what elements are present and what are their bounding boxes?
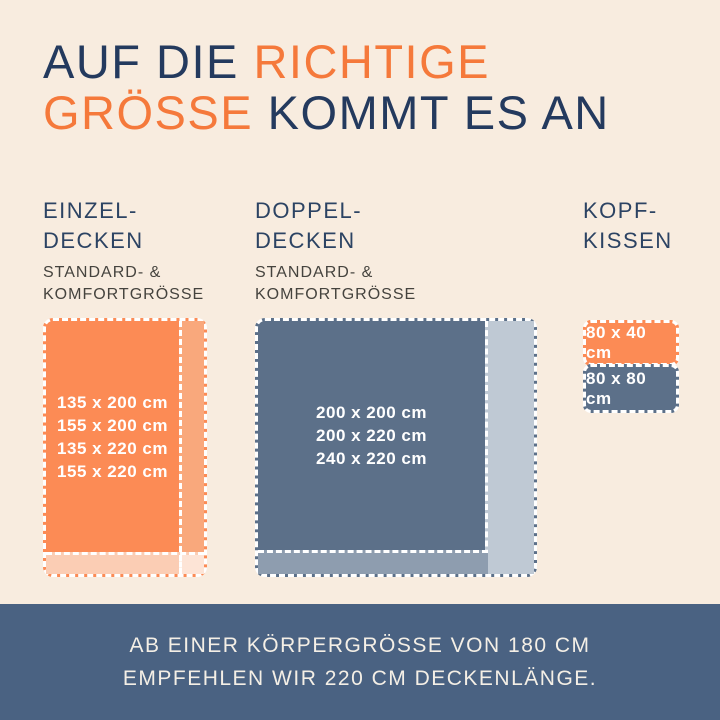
double-duvet-subtitle-line1: STANDARD- & <box>255 264 374 281</box>
double-duvet-diagram: 200 x 200 cm 200 x 220 cm 240 x 220 cm <box>255 318 537 577</box>
footer-line-2: EMPFEHLEN WIR 220 CM DECKENLÄNGE. <box>122 667 598 690</box>
double-duvet-length-extension <box>258 550 488 574</box>
double-duvet-heading-line1: DOPPEL- <box>255 198 363 223</box>
size-label: 135 x 220 cm <box>57 438 168 458</box>
double-duvet-heading: DOPPEL- DECKEN <box>255 196 362 256</box>
double-duvet-width-extension <box>485 321 534 574</box>
size-label: 200 x 200 cm <box>316 403 427 422</box>
size-label: 240 x 220 cm <box>316 449 427 468</box>
title-part-3: GRÖSSE <box>43 86 268 139</box>
single-duvet-heading-line2: DECKEN <box>43 228 144 253</box>
footer-banner: AB EINER KÖRPERGRÖSSE VON 180 CM EMPFEHL… <box>0 604 720 720</box>
single-duvet-size-list: 135 x 200 cm 155 x 200 cm 135 x 220 cm 1… <box>46 321 179 552</box>
size-label: 135 x 200 cm <box>57 392 168 412</box>
single-duvet-heading: EINZEL- DECKEN <box>43 196 144 256</box>
pillow-heading: KOPF- KISSEN <box>583 196 673 256</box>
size-label: 80 x 80 cm <box>586 368 647 408</box>
size-label: 200 x 220 cm <box>316 426 427 445</box>
single-duvet-subtitle-line2: KOMFORTGRÖSSE <box>43 286 205 303</box>
title-line-1: AUF DIE RICHTIGE <box>43 35 490 88</box>
single-duvet-length-extension <box>46 552 204 574</box>
footer-line-1: AB EINER KÖRPERGRÖSSE VON 180 CM <box>129 634 591 657</box>
single-duvet-width-extension <box>179 321 204 552</box>
size-label: 80 x 40 cm <box>586 323 647 362</box>
double-duvet-subtitle: STANDARD- & KOMFORTGRÖSSE <box>255 262 416 306</box>
single-duvet-heading-line1: EINZEL- <box>43 198 138 223</box>
pillow-heading-line2: KISSEN <box>583 228 673 253</box>
pillow-large-diagram: 80 x 80 cm <box>583 364 679 413</box>
single-duvet-subtitle: STANDARD- & KOMFORTGRÖSSE <box>43 262 204 306</box>
double-duvet-subtitle-line2: KOMFORTGRÖSSE <box>255 286 417 303</box>
title-part-1: AUF DIE <box>43 35 254 88</box>
size-label: 155 x 200 cm <box>57 415 168 435</box>
pillow-small-diagram: 80 x 40 cm <box>583 320 679 366</box>
title-part-2: RICHTIGE <box>253 35 491 88</box>
single-duvet-corner-extension <box>179 555 204 574</box>
single-duvet-subtitle-line1: STANDARD- & <box>43 264 162 281</box>
page-title: AUF DIE RICHTIGE GRÖSSE KOMMT ES AN <box>43 36 610 138</box>
double-duvet-size-list: 200 x 200 cm 200 x 220 cm 240 x 220 cm <box>258 321 485 550</box>
single-duvet-diagram: 135 x 200 cm 155 x 200 cm 135 x 220 cm 1… <box>43 318 207 577</box>
pillow-heading-line1: KOPF- <box>583 198 658 223</box>
title-part-4: KOMMT ES AN <box>267 86 610 139</box>
size-label: 155 x 220 cm <box>57 461 168 481</box>
title-line-2: GRÖSSE KOMMT ES AN <box>43 86 610 139</box>
double-duvet-heading-line2: DECKEN <box>255 228 356 253</box>
